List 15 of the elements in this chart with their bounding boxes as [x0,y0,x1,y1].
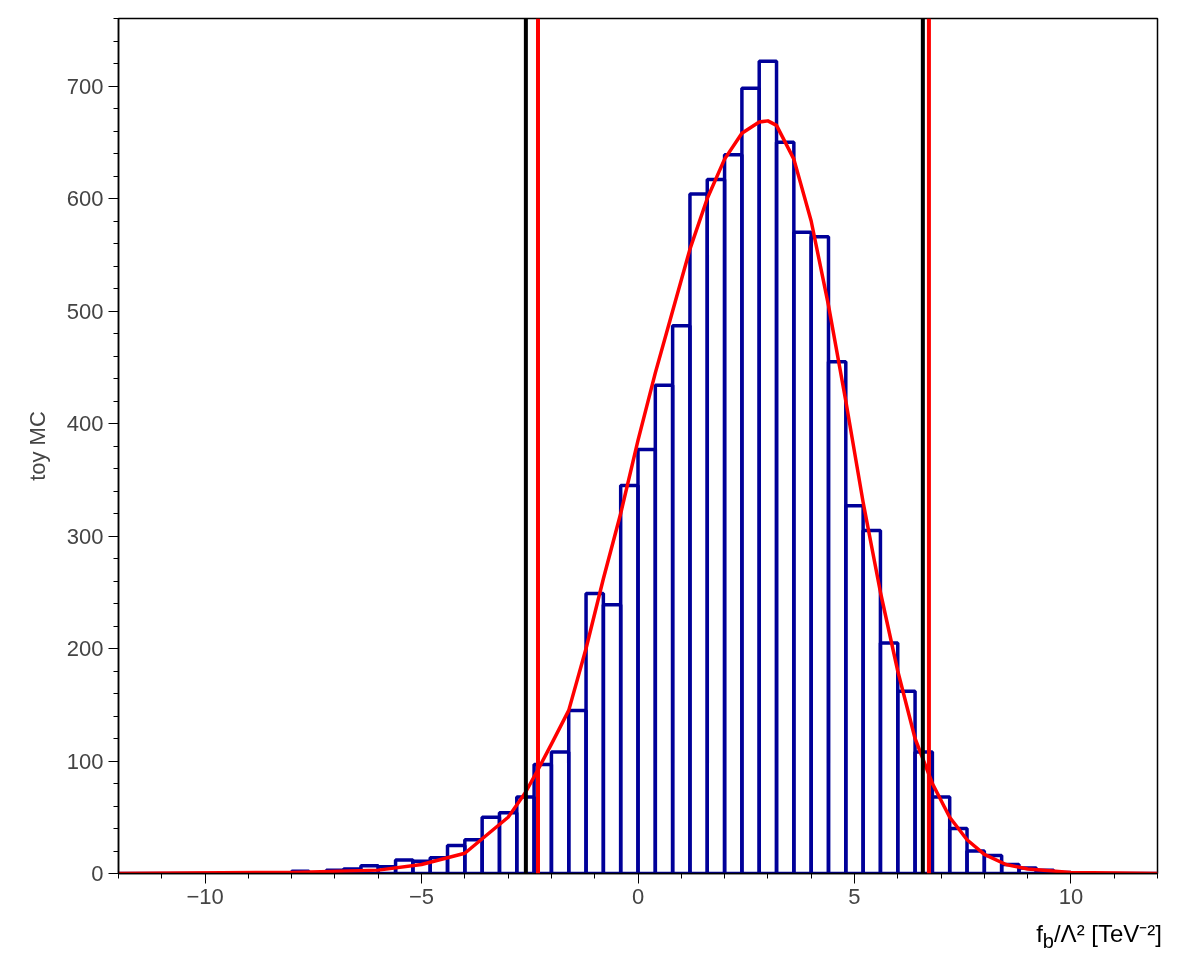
x-tick-label: 10 [1058,883,1084,909]
x-axis-title: f$_{b}$/Λ² [TeV⁻²] [1035,919,1162,954]
y-tick-label: 500 [66,298,104,324]
x-tick-label: −10 [186,883,224,909]
x-tick-label: 0 [631,883,645,909]
y-tick-label: 200 [66,636,104,661]
y-tick-label: 400 [66,411,104,436]
y-tick-label: 300 [66,523,104,549]
x-tick-label: 5 [848,883,861,909]
y-tick-label: 100 [66,748,104,774]
y-tick-label: 700 [66,73,104,99]
y-tick-label: 600 [66,186,104,211]
y-axis-title: toy MC [24,411,50,481]
x-tick-label: −5 [409,883,435,909]
y-tick-label: 0 [91,861,104,886]
